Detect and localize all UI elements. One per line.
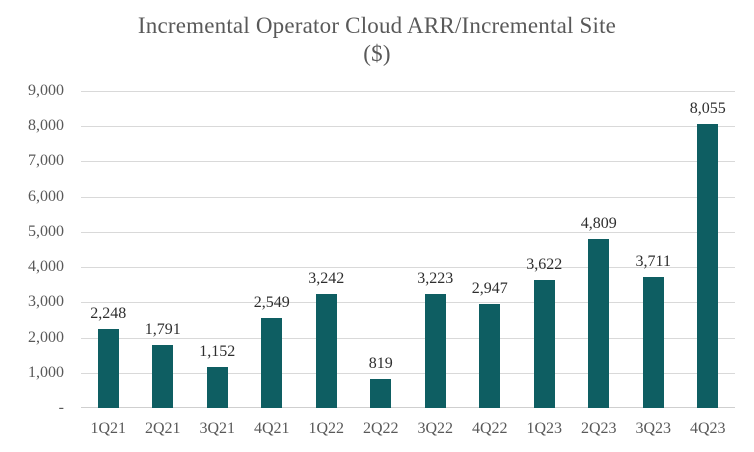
x-tick-label: 2Q22 xyxy=(362,420,399,437)
bar xyxy=(642,277,664,408)
grid-line xyxy=(81,302,735,304)
y-tick-label: 7,000 xyxy=(28,152,64,170)
bar xyxy=(697,124,719,408)
x-tick-label: 3Q21 xyxy=(199,420,236,437)
x-tick-label: 3Q23 xyxy=(635,420,672,437)
bar-value-label: 2,549 xyxy=(253,294,290,312)
bar xyxy=(261,318,283,408)
bar xyxy=(152,344,174,408)
y-tick-label: 1,000 xyxy=(28,363,64,381)
grid-line xyxy=(81,372,735,374)
x-tick-label: 1Q22 xyxy=(308,420,345,437)
bar xyxy=(370,379,392,408)
x-tick-label: 4Q21 xyxy=(253,420,290,437)
chart-title: Incremental Operator Cloud ARR/Increment… xyxy=(0,12,754,68)
plot-area: 2,248 1,791 1,152 2,549 3,242 819 3,223 2,947 3,… xyxy=(81,91,735,408)
chart-title-line-1: Incremental Operator Cloud ARR/Increment… xyxy=(137,13,617,38)
x-axis: 1Q21 2Q21 3Q21 4Q21 1Q22 2Q22 3Q22 4Q22 1Q23 2Q23… xyxy=(81,416,735,440)
x-tick-label: 3Q22 xyxy=(417,420,454,437)
chart-title-line-2: ($) xyxy=(363,41,391,66)
bar-value-label: 3,711 xyxy=(635,253,671,271)
y-tick-label: - xyxy=(58,399,64,416)
grid-line xyxy=(81,161,735,163)
x-tick-label: 1Q23 xyxy=(526,420,563,437)
bar xyxy=(588,238,610,408)
bar-value-label: 4,809 xyxy=(580,214,617,232)
y-tick-label: 9,000 xyxy=(28,82,64,99)
grid-line xyxy=(81,126,735,128)
bar xyxy=(97,328,119,408)
bar-value-label: 3,622 xyxy=(526,256,563,274)
bar-value-label: 3,223 xyxy=(417,270,454,288)
bar xyxy=(315,293,337,408)
grid-line xyxy=(81,337,735,339)
grid-line xyxy=(81,231,735,233)
x-tick-label: 4Q23 xyxy=(689,420,726,437)
bar-value-label: 8,055 xyxy=(689,100,726,118)
x-axis-line xyxy=(81,407,735,408)
y-tick-label: 4,000 xyxy=(28,258,64,276)
bar xyxy=(424,294,446,408)
bar-value-label: 2,947 xyxy=(471,280,508,298)
y-tick-label: 6,000 xyxy=(28,187,64,205)
x-tick-label: 4Q22 xyxy=(471,420,508,437)
x-tick-label: 2Q23 xyxy=(580,420,617,437)
grid-line xyxy=(81,91,735,92)
bar xyxy=(479,304,501,408)
bar-value-label: 819 xyxy=(368,355,393,373)
grid-line xyxy=(81,267,735,269)
bar-value-label: 3,242 xyxy=(308,269,345,287)
bar xyxy=(206,367,228,408)
x-tick-label: 1Q21 xyxy=(90,420,127,437)
bar-value-label: 2,248 xyxy=(90,304,127,322)
y-tick-label: 3,000 xyxy=(28,293,64,311)
bar-value-label: 1,152 xyxy=(199,343,236,361)
y-tick-label: 8,000 xyxy=(28,117,64,135)
bar-value-label: 1,791 xyxy=(144,320,181,338)
bar xyxy=(533,280,555,408)
y-tick-label: 2,000 xyxy=(28,328,64,346)
grid-line xyxy=(81,196,735,198)
y-tick-label: 5,000 xyxy=(28,222,64,240)
x-tick-label: 2Q21 xyxy=(144,420,181,437)
y-axis: 9,000 8,000 7,000 6,000 5,000 4,000 3,000 2,000… xyxy=(0,82,64,416)
